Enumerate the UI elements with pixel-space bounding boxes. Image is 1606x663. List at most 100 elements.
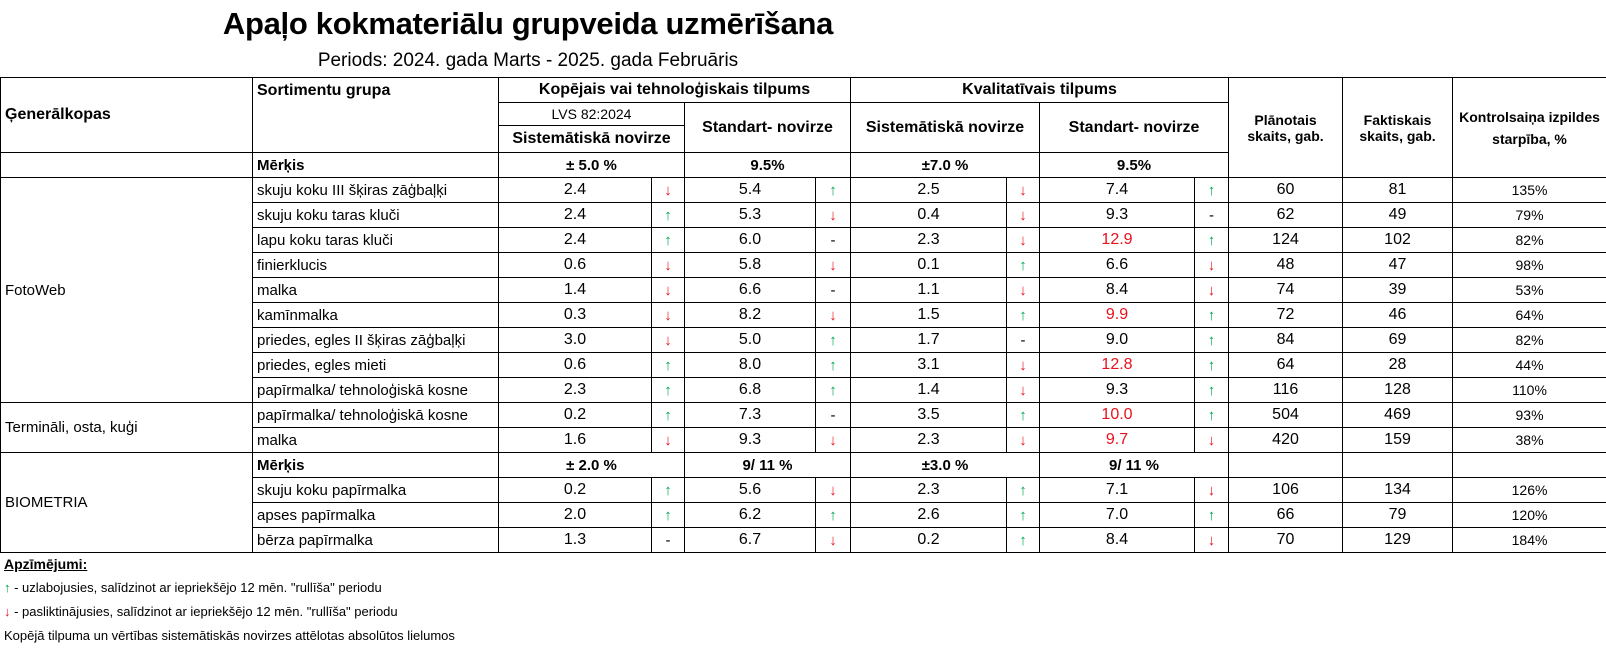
trend-arrow-icon: -	[815, 402, 851, 428]
trend-arrow-icon: ↑	[1006, 402, 1040, 428]
sist-value: 0.2	[498, 402, 652, 428]
trend-arrow-icon: -	[651, 527, 685, 553]
std-value: 6.8	[684, 377, 816, 403]
kval-std-value: 10.0	[1039, 402, 1195, 428]
kval-sist-value: 1.7	[850, 327, 1007, 353]
trend-arrow-icon: ↑	[1006, 502, 1040, 528]
kval-std-value: 8.4	[1039, 527, 1195, 553]
actual-count: 28	[1342, 352, 1454, 378]
trend-arrow-icon: ↓	[1006, 352, 1040, 378]
kval-std-value: 9.3	[1039, 202, 1195, 228]
trend-arrow-icon: ↓	[815, 302, 851, 328]
control-diff: 126%	[1452, 477, 1606, 503]
sortiment-name: malka	[252, 277, 499, 303]
planned-count: 62	[1228, 202, 1344, 228]
trend-arrow-icon: ↓	[815, 477, 851, 503]
table-row: lapu koku taras kluči 2.4 ↑ 6.0-2.3 ↓ 12.9 ↑ 12…	[1, 227, 1606, 253]
header-std: Standart- novirze	[684, 102, 851, 153]
std-value: 7.3	[684, 402, 816, 428]
arrow-down-icon: ↓	[4, 604, 11, 619]
legend-title: Apzīmējumi:	[4, 556, 88, 572]
kval-sist-value: 2.3	[850, 427, 1007, 453]
sortiment-name: kamīnmalka	[252, 302, 499, 328]
sortiment-name: skuju koku taras kluči	[252, 202, 499, 228]
sist-value: 2.4	[498, 227, 652, 253]
control-diff: 135%	[1452, 177, 1606, 203]
merkis-kval-std: 9.5%	[1038, 152, 1230, 178]
kval-sist-value: 1.5	[850, 302, 1007, 328]
sortiment-name: finierklucis	[252, 252, 499, 278]
kval-std-value: 7.0	[1039, 502, 1195, 528]
kval-sist-value: 1.1	[850, 277, 1007, 303]
planned-count: 64	[1228, 352, 1344, 378]
control-diff: 98%	[1452, 252, 1606, 278]
control-diff: 44%	[1452, 352, 1606, 378]
group-label: FotoWeb	[0, 177, 253, 403]
planned-count: 420	[1228, 427, 1344, 453]
kval-sist-value: 0.4	[850, 202, 1007, 228]
table-row: kamīnmalka 0.3 ↓ 8.2 ↓ 1.5 ↑ 9.9 ↑ 72 46 64%	[1, 302, 1606, 328]
sist-value: 0.6	[498, 252, 652, 278]
sist-value: 2.0	[498, 502, 652, 528]
group-label: Termināli, osta, kuģi	[0, 402, 253, 453]
header-sortiment: Sortimentu grupa	[252, 77, 499, 153]
trend-arrow-icon: ↑	[1193, 502, 1230, 528]
table-row: Termināli, osta, kuģi papīrmalka/ tehnolo…	[0, 402, 1606, 453]
trend-arrow-icon: ↑	[1193, 402, 1230, 428]
std-value: 8.0	[684, 352, 816, 378]
trend-arrow-icon: -	[815, 277, 851, 303]
kval-sist-value: 2.3	[850, 477, 1007, 503]
std-value: 5.3	[684, 202, 816, 228]
sortiment-name: bērza papīrmalka	[252, 527, 499, 553]
actual-count: 46	[1342, 302, 1454, 328]
header-kval-sist: Sistemātiskā novirze	[850, 102, 1040, 153]
sist-value: 1.3	[498, 527, 652, 553]
merkis-empty	[1228, 452, 1344, 478]
std-value: 8.2	[684, 302, 816, 328]
sist-value: 0.2	[498, 477, 652, 503]
sortiment-name: skuju koku III šķiras zāģbaļķi	[252, 177, 499, 203]
table-row: priedes, egles II šķiras zāģbaļķi 3.0 ↓ 5.0…	[1, 327, 1606, 353]
planned-count: 74	[1228, 277, 1344, 303]
std-value: 6.0	[684, 227, 816, 253]
kval-std-value: 6.6	[1039, 252, 1195, 278]
header-generalkopas: Ģenerālkopas	[0, 77, 253, 153]
kval-sist-value: 2.6	[850, 502, 1007, 528]
header-kopejais: Kopējais vai tehnoloģiskais tilpums	[498, 77, 851, 103]
merkis-kval-sist: ±3.0 %	[850, 452, 1040, 478]
trend-arrow-icon: ↓	[1193, 477, 1230, 503]
trend-arrow-icon: ↑	[815, 502, 851, 528]
trend-arrow-icon: ↓	[651, 177, 685, 203]
sortiment-name: apses papīrmalka	[252, 502, 499, 528]
trend-arrow-icon: ↑	[1193, 302, 1230, 328]
kval-sist-value: 1.4	[850, 377, 1007, 403]
table-row: papīrmalka/ tehnoloģiskā kosne 2.3 ↑ 6.8 ↑ 1.…	[1, 377, 1606, 403]
trend-arrow-icon: ↓	[1006, 202, 1040, 228]
header-faktiskais: Faktiskais skaits, gab.	[1342, 77, 1454, 178]
trend-arrow-icon: ↑	[1006, 527, 1040, 553]
actual-count: 129	[1342, 527, 1454, 553]
table-row: FotoWeb skuju koku III šķiras zāģbaļķi 2.4…	[0, 177, 1606, 403]
trend-arrow-icon: -	[815, 227, 851, 253]
sist-value: 1.6	[498, 427, 652, 453]
actual-count: 49	[1342, 202, 1454, 228]
trend-arrow-icon: ↓	[651, 252, 685, 278]
planned-count: 60	[1228, 177, 1344, 203]
trend-arrow-icon: ↓	[1006, 277, 1040, 303]
merkis-label: Mērķis	[252, 452, 499, 478]
sist-value: 3.0	[498, 327, 652, 353]
control-diff: 82%	[1452, 327, 1606, 353]
trend-arrow-icon: ↓	[815, 427, 851, 453]
header-sist: Sistemātiskā novirze	[498, 125, 685, 153]
header-kval-std: Standart- novirze	[1038, 102, 1230, 153]
table-row: bērza papīrmalka 1.3-6.7 ↓ 0.2 ↑ 8.4 ↓ 70 129 184…	[1, 527, 1606, 553]
sortiment-name: lapu koku taras kluči	[252, 227, 499, 253]
trend-arrow-icon: ↓	[1193, 277, 1230, 303]
kval-sist-value: 0.1	[850, 252, 1007, 278]
sortiment-name: skuju koku papīrmalka	[252, 477, 499, 503]
std-value: 9.3	[684, 427, 816, 453]
control-diff: 64%	[1452, 302, 1606, 328]
trend-arrow-icon: ↑	[1193, 352, 1230, 378]
sist-value: 2.4	[498, 177, 652, 203]
page-title: Apaļo kokmateriālu grupveida uzmērīšana	[222, 6, 834, 41]
